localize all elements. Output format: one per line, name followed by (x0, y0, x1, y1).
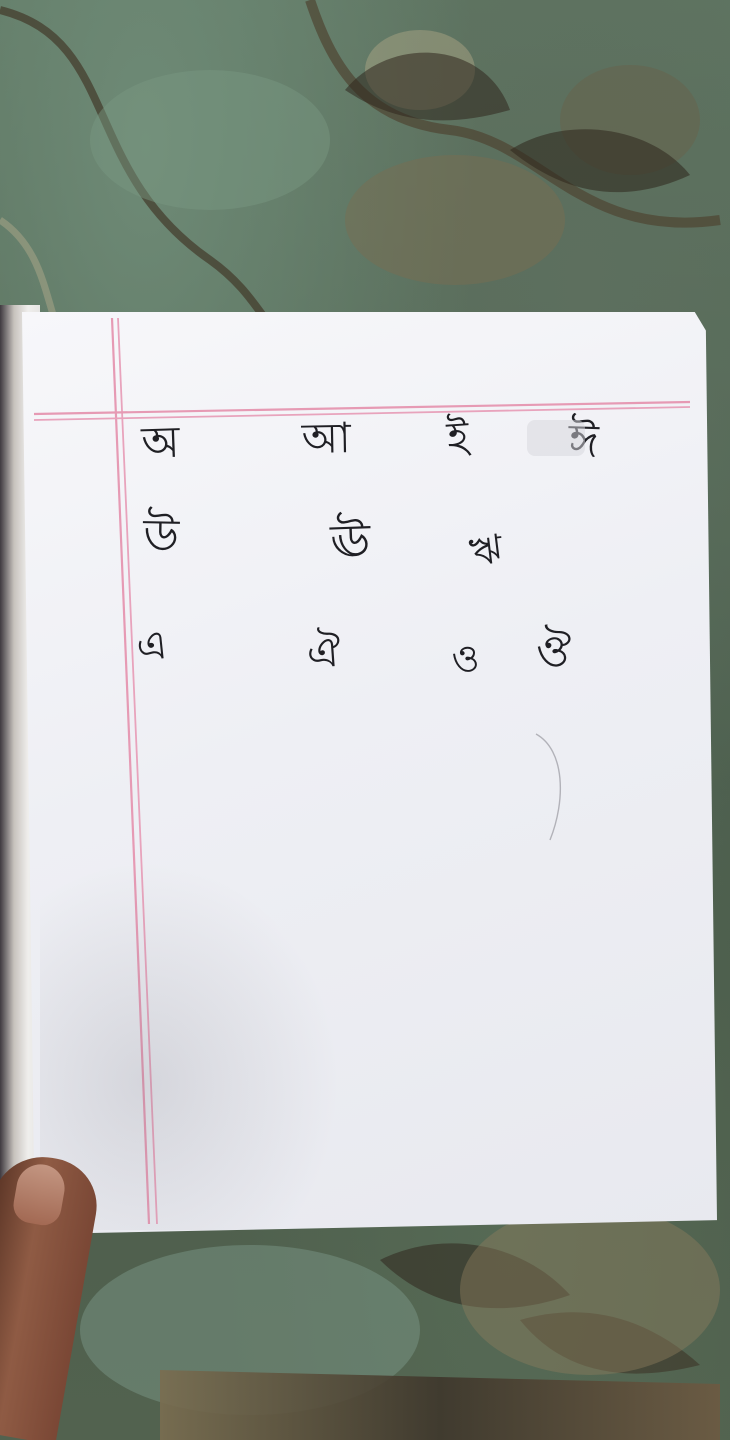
margin-line-vertical-1 (110, 317, 151, 1225)
margin-line-horizontal-1 (33, 400, 691, 416)
letter-uu: ঊ (328, 511, 372, 570)
letter-ou: ঔ (534, 622, 575, 678)
letter-oi: ঐ (305, 626, 342, 678)
letter-a: অ (140, 417, 182, 469)
letter-aa: আ (300, 413, 352, 463)
carpet-vine-2 (305, 0, 721, 228)
letter-e: এ (134, 622, 169, 671)
carpet-leaf-3 (380, 1243, 570, 1309)
letter-o: ও (451, 636, 481, 681)
carpet-flower-4 (90, 70, 330, 210)
carpet-leaf-4 (520, 1312, 700, 1374)
handwriting-row-1: অ আ ই ঈ (140, 411, 601, 469)
handwriting-row-3: এ ঐ ও ঔ (134, 622, 575, 681)
carpet-leaf-1 (345, 52, 510, 121)
carpet-flower-6 (460, 1205, 720, 1375)
carpet-flower-2 (345, 155, 565, 285)
letter-u: উ (142, 506, 181, 563)
pencil-mark (535, 733, 562, 841)
margin-line-vertical-2 (117, 317, 158, 1225)
carpet-leaf-2 (510, 129, 690, 193)
margin-line-horizontal-2 (33, 406, 691, 421)
page-smudge (527, 420, 585, 456)
fingernail (10, 1160, 69, 1229)
letter-i: ই (444, 411, 472, 462)
letter-ri: ঋ (467, 526, 506, 576)
handwriting-row-2: উ ঊ ঋ (142, 506, 506, 576)
